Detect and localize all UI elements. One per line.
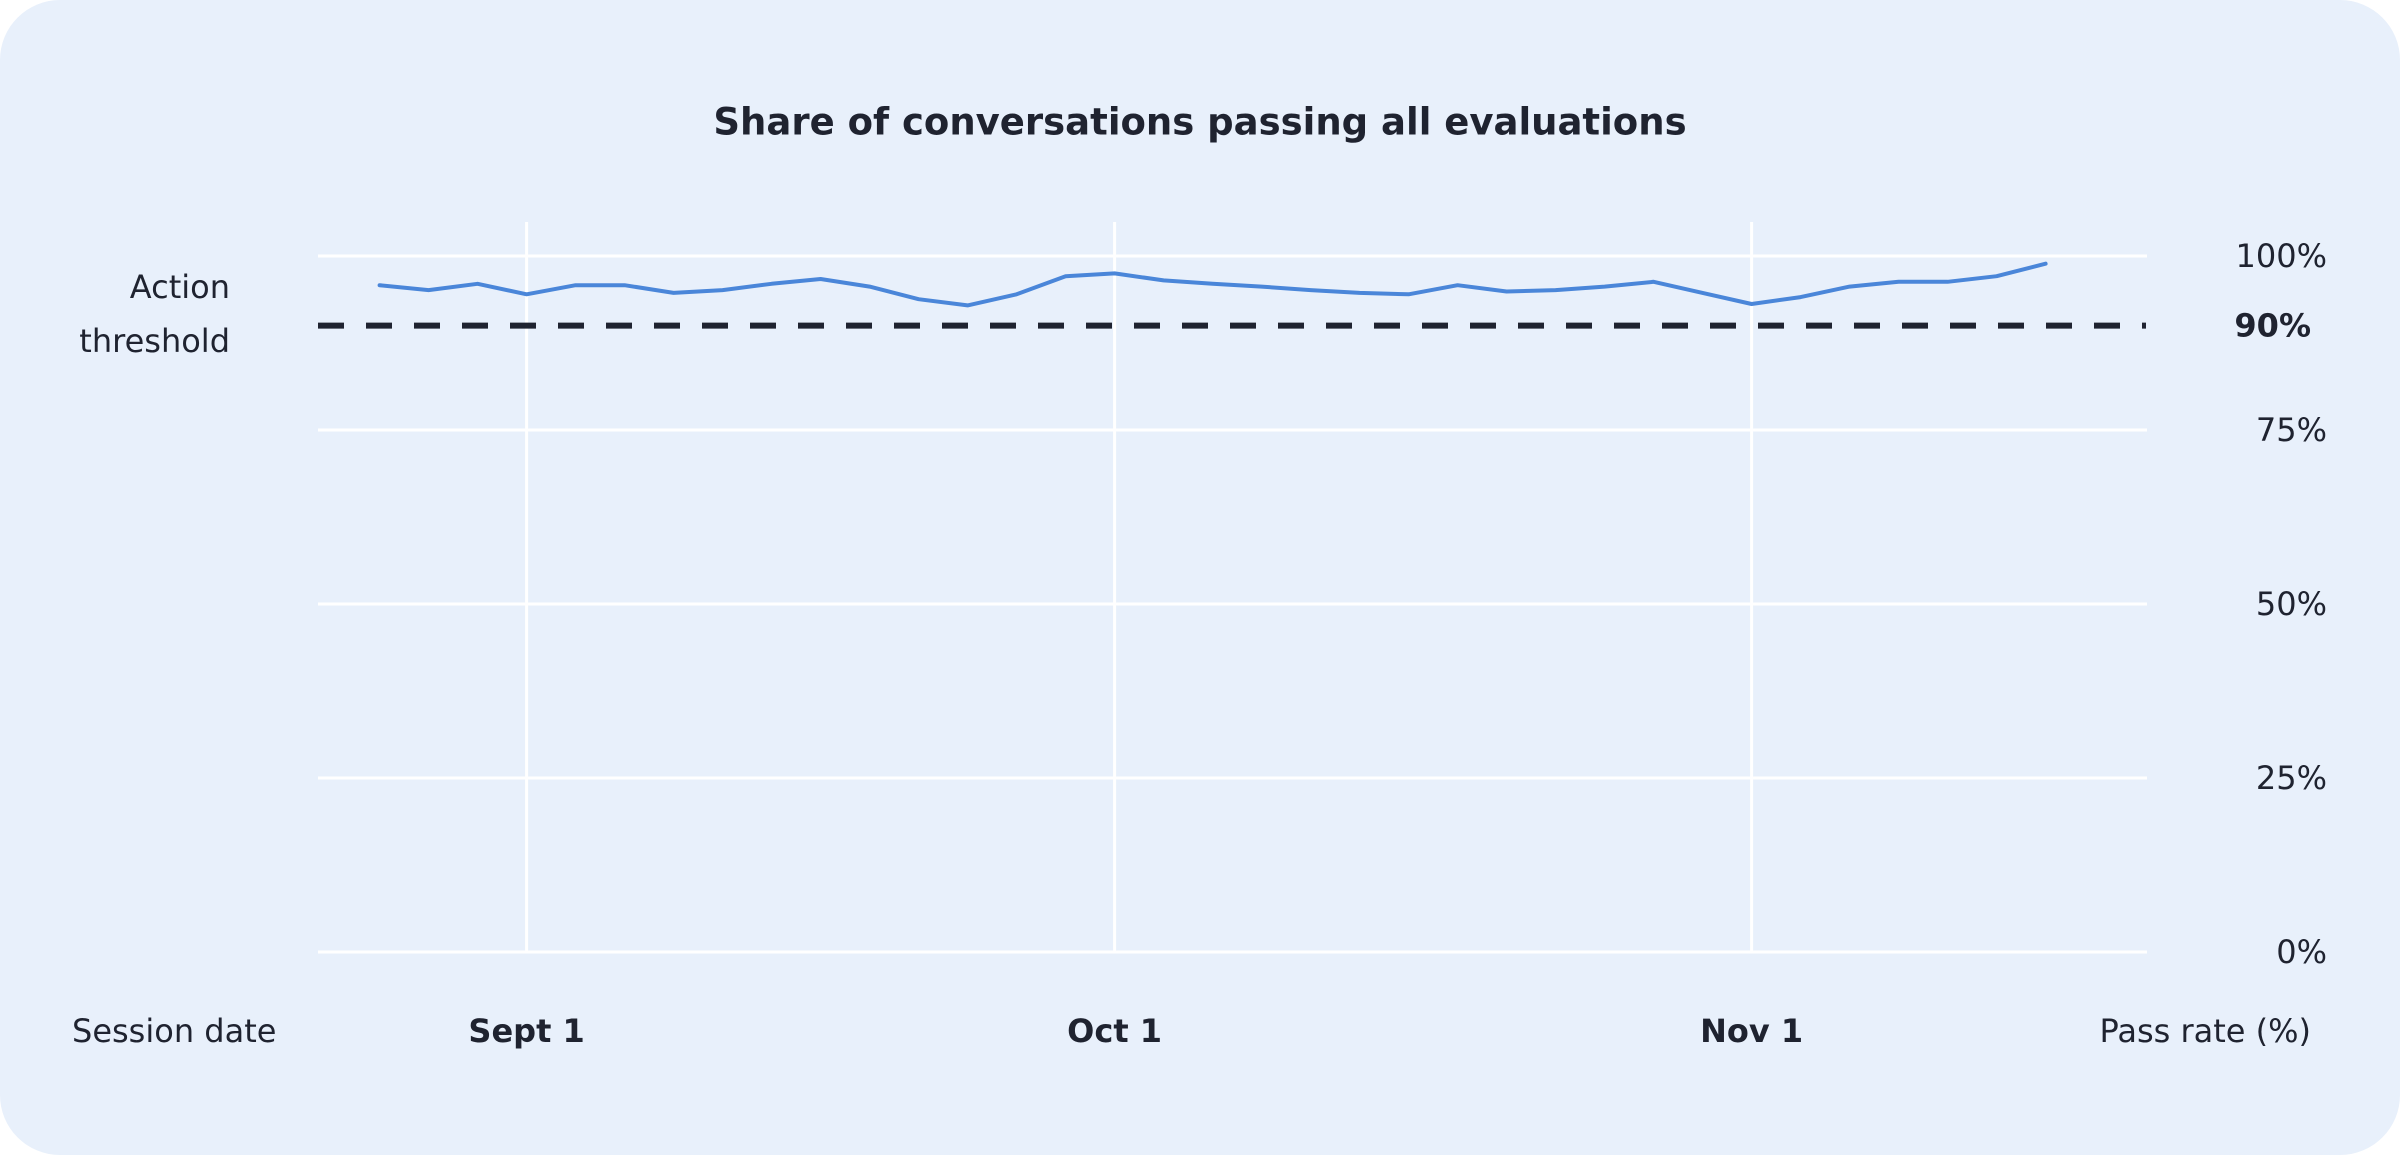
x-tick-label: Sept 1 [468,1012,584,1050]
y-tick-label: 25% [2256,759,2327,797]
threshold-tick-label: 90% [2234,307,2311,345]
y-tick-label: 50% [2256,585,2327,623]
chart-title: Share of conversations passing all evalu… [713,101,1686,144]
y-tick-label: 100% [2236,237,2327,275]
data-line [377,261,2048,308]
threshold-label: Action threshold [79,267,230,360]
y-tick-label: 0% [2276,933,2327,971]
x-tick-label: Nov 1 [1700,1012,1803,1050]
y-axis-label: Pass rate (%) [2099,1012,2311,1050]
x-axis-label: Session date [72,1012,276,1050]
x-tick-label: Oct 1 [1067,1012,1162,1050]
y-tick-label: 75% [2256,411,2327,449]
